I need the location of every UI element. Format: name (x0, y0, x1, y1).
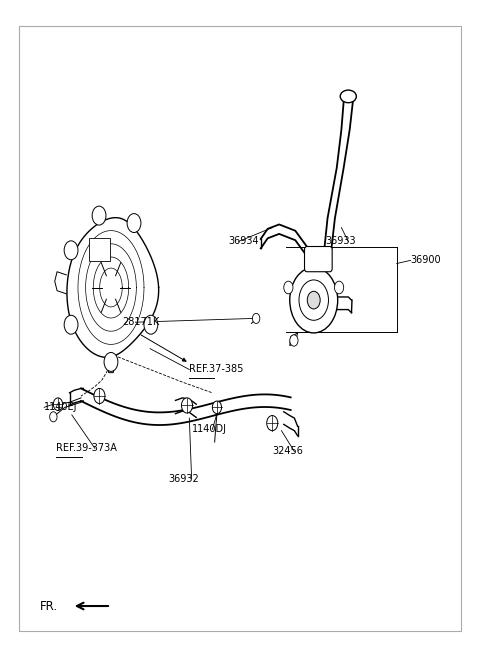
Circle shape (64, 315, 78, 334)
Circle shape (252, 313, 260, 323)
Circle shape (104, 352, 118, 371)
Circle shape (92, 206, 106, 225)
Circle shape (299, 280, 328, 321)
Circle shape (284, 281, 293, 294)
Text: REF.37-385: REF.37-385 (189, 365, 244, 374)
Text: 32456: 32456 (272, 447, 303, 457)
Text: 36934: 36934 (228, 237, 259, 246)
Circle shape (144, 315, 158, 334)
Circle shape (267, 415, 278, 431)
Text: 1140DJ: 1140DJ (192, 424, 227, 434)
Text: 28171K: 28171K (122, 317, 160, 327)
Circle shape (335, 281, 344, 294)
Ellipse shape (340, 90, 356, 102)
Circle shape (212, 401, 222, 414)
Circle shape (181, 398, 192, 413)
Circle shape (290, 335, 298, 346)
Text: 1140EJ: 1140EJ (44, 402, 78, 413)
Circle shape (50, 412, 57, 422)
FancyBboxPatch shape (304, 246, 332, 272)
FancyBboxPatch shape (89, 238, 110, 261)
Text: 36932: 36932 (168, 474, 199, 484)
Text: REF.39-373A: REF.39-373A (56, 443, 117, 453)
Text: 36900: 36900 (410, 256, 441, 265)
Circle shape (127, 214, 141, 233)
Circle shape (94, 388, 105, 403)
Text: FR.: FR. (39, 600, 58, 612)
Text: 36933: 36933 (325, 237, 356, 246)
Circle shape (53, 398, 62, 411)
Circle shape (290, 267, 338, 333)
Circle shape (64, 241, 78, 260)
Circle shape (307, 291, 320, 309)
